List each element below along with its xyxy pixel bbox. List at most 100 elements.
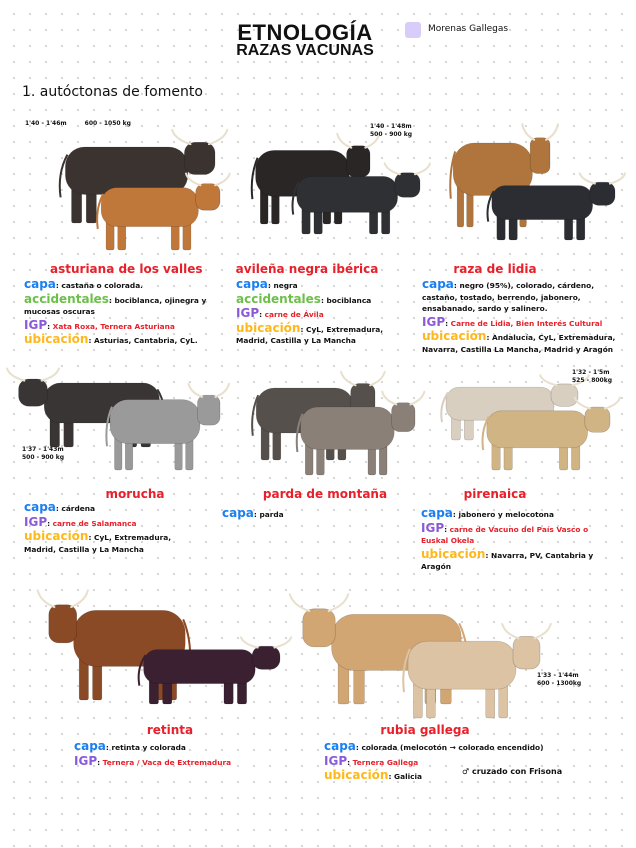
field-separator: : [108,295,115,305]
field-capa: capa: retinta y colorada [74,739,274,754]
field-separator: : [267,281,274,290]
field-separator: : [355,743,362,752]
breed-details: capa: jabonero y melocotona IGP: carne de… [421,507,601,575]
breed-details: capa: negro (95%), colorado, cárdeno, ca… [422,277,617,358]
field-separator: : [88,533,95,543]
field-label: ubicación [422,329,487,344]
field-separator: : [452,510,459,519]
breed-measurements: 1'32 - 1'5m 525 - 800kg [572,369,612,385]
field-label: accidentales [236,291,321,306]
field-label: ubicación [421,546,486,561]
field-label: ubicación [24,529,89,544]
field-separator: : [453,281,460,290]
field-label: capa [236,277,268,291]
breed-measurements: 1'40 - 1'48m 500 - 900 kg [370,123,412,139]
field-igp: IGP: carne de Salamanca [24,514,204,530]
field-separator: : [486,333,493,343]
field-capa: capa: jabonero y melocotona [421,507,601,521]
breed-measurements: 1'40 - 1'46m 600 - 1050 kg [25,120,131,128]
breed-height: 1'40 - 1'46m [25,120,67,127]
cattle-photo [481,396,622,471]
field-label: IGP [24,317,48,332]
breed-weight: 500 - 900 kg [22,454,65,461]
field-separator: : [347,757,353,767]
field-capa: capa: parda [222,506,382,521]
field-label: capa [324,739,356,753]
breed-weight: 600 - 1300kg [537,680,582,687]
legend-label: Morenas Gallegas [428,24,509,34]
field-ubi: ubicación: Andalucía, CyL, Extremadura, … [422,329,617,355]
breed-details: capa: retinta y colorada IGP: Ternera / V… [74,739,274,770]
cattle-photo [105,382,230,471]
field-igp: IGP: carne de Vacuno del País Vasco o Eu… [421,520,601,547]
field-igp: IGP: Ternera / Vaca de Extremadura [74,755,274,769]
field-separator: : [259,310,265,320]
field-label: ubicación [236,320,301,335]
breed-name: parda de montaña [262,487,388,501]
field-ubi: ubicación: Galicia [324,769,554,783]
field-label: capa [24,277,56,291]
field-label: capa [222,506,254,520]
field-ubi: ubicación: CyL, Extremadura, Madrid, Cas… [236,320,406,347]
field-ubi: ubicación: Navarra, PV, Cantabria y Arag… [421,546,601,573]
section-heading: 1. autóctonas de fomento [22,84,203,100]
field-separator: : [55,504,62,513]
breed-name: retinta [146,723,194,737]
breed-height: 1'37 - 1'43m [22,446,64,453]
field-igp: IGP: Xata Roxa, Ternera Asturiana [24,317,214,333]
field-value: bociblanca, ojinegra y mucosas oscuras [24,295,207,317]
field-separator: : [97,757,103,767]
field-value: carne de Vacuno del País Vasco o Euskal … [421,524,589,546]
breed-name: avileña negra ibérica [235,262,379,276]
page-title: ETNOLOGÍA [237,20,373,45]
breed-details: capa: castaña o colorada. accidentales: b… [24,277,214,349]
field-separator: : [485,550,492,560]
field-value: parda [259,510,284,519]
field-value: carne de Ávila [264,310,324,320]
field-label: IGP [324,753,348,768]
field-value: Carne de Lidia, Bien Interés Cultural [450,318,603,328]
field-separator: : [105,743,112,752]
field-value: negra [273,281,298,290]
field-value: Galicia [394,772,423,782]
field-capa: capa: cárdena [24,501,204,515]
cattle-photo [295,390,426,476]
breed-height: 1'40 - 1'48m [370,123,412,130]
field-value: Navarra, PV, Cantabria y Aragón [421,550,594,572]
field-separator: : [47,321,53,331]
field-separator: : [388,772,395,782]
field-value: Asturias, Cantabria, CyL. [94,336,198,346]
breed-name: morucha [105,487,165,501]
field-separator: : [55,281,62,290]
breed-weight: 600 - 1050 kg [84,120,131,127]
field-label: capa [422,277,454,291]
cattle-photo [137,636,293,705]
field-separator: : [444,524,450,534]
breed-height: 1'32 - 1'5m [572,369,610,376]
breed-weight: 500 - 900 kg [370,131,413,138]
field-separator: : [320,295,327,305]
field-value: castaña o colorada. [61,281,143,290]
field-label: IGP [421,520,445,535]
cattle-photo [96,172,231,251]
field-separator: : [47,518,53,528]
field-separator: : [445,318,451,328]
field-igp: IGP: Ternera Gallega [324,753,554,769]
breed-measurements: 1'33 - 1'44m 600 - 1300kg [537,672,581,688]
field-value: colorada (melocotón → colorado encendido… [361,743,544,752]
field-capa: capa: negro (95%), colorado, cárdeno, ca… [422,277,617,315]
field-label: IGP [24,514,48,529]
field-value: bociblanca [326,295,372,305]
field-label: capa [74,739,106,753]
page-subtitle: RAZAS VACUNAS [236,42,374,59]
field-igp: IGP: carne de Ávila [236,307,406,321]
field-label: accidentales [24,291,109,306]
breed-measurements: 1'37 - 1'43m 500 - 900 kg [22,446,64,462]
field-separator: : [88,336,95,346]
field-value: carne de Salamanca [52,518,137,528]
breed-details: capa: cárdena IGP: carne de Salamanca ubic… [24,501,204,557]
breed-name: pirenaica [463,487,527,501]
field-value: jabonero y melocotona [458,510,554,519]
field-label: ubicación [24,332,89,347]
